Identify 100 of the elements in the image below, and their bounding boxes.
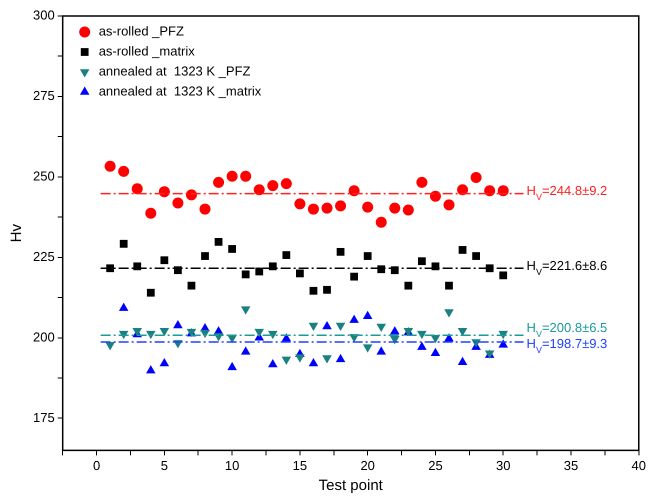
point xyxy=(296,270,304,278)
x-tick-label: 20 xyxy=(360,458,375,473)
point xyxy=(323,286,331,294)
point xyxy=(242,270,250,278)
point xyxy=(445,282,453,290)
point xyxy=(389,202,400,214)
point xyxy=(267,180,278,192)
x-tick-label: 0 xyxy=(92,458,100,473)
point xyxy=(376,346,386,355)
point xyxy=(376,216,387,228)
point xyxy=(120,240,128,248)
point xyxy=(335,200,346,212)
point xyxy=(350,272,358,281)
y-tick-label: 175 xyxy=(32,410,55,425)
point xyxy=(280,178,292,190)
point xyxy=(254,184,265,196)
x-axis-title: Test point xyxy=(318,477,384,494)
point xyxy=(402,204,414,216)
y-tick-label: 225 xyxy=(32,248,55,264)
point xyxy=(172,197,184,208)
point xyxy=(310,286,318,295)
point xyxy=(213,176,224,188)
point xyxy=(308,204,319,215)
legend-label: annealed at 1323 K _PFZ xyxy=(98,64,251,79)
point xyxy=(282,356,292,365)
point xyxy=(336,354,346,362)
x-tick-label: 15 xyxy=(292,458,308,473)
legend-label: annealed at 1323 K _matrix xyxy=(98,84,262,99)
point xyxy=(322,321,332,330)
point xyxy=(404,282,412,290)
point xyxy=(322,355,332,364)
x-tick-label: 40 xyxy=(632,458,646,473)
point xyxy=(214,238,222,246)
point xyxy=(472,252,480,260)
point xyxy=(160,358,170,366)
point xyxy=(444,199,455,210)
point xyxy=(349,314,359,323)
point xyxy=(430,190,441,202)
point xyxy=(160,256,168,264)
point xyxy=(362,202,374,213)
point xyxy=(336,248,344,256)
point xyxy=(417,330,427,340)
point xyxy=(254,328,264,338)
point xyxy=(104,160,116,172)
point xyxy=(418,257,426,266)
point xyxy=(362,344,372,353)
point xyxy=(484,185,496,196)
point xyxy=(132,183,143,194)
y-tick-label: 300 xyxy=(32,8,55,23)
point xyxy=(322,202,333,214)
point xyxy=(458,356,468,365)
point xyxy=(268,358,278,368)
point xyxy=(118,302,128,311)
point xyxy=(201,252,209,260)
point xyxy=(336,322,346,332)
x-tick-label: 35 xyxy=(564,458,578,473)
point xyxy=(364,252,372,260)
point xyxy=(160,328,170,336)
point xyxy=(145,208,156,219)
point xyxy=(362,310,372,319)
point xyxy=(444,309,454,318)
point xyxy=(458,328,468,336)
point xyxy=(390,326,400,334)
point xyxy=(294,198,306,210)
point xyxy=(226,170,238,182)
y-axis-title: Hv xyxy=(8,224,26,242)
x-tick-label: 30 xyxy=(496,458,510,473)
point xyxy=(499,271,508,280)
x-tick-label: 25 xyxy=(428,458,443,473)
point xyxy=(430,348,440,356)
y-tick-label: 250 xyxy=(32,168,55,184)
point xyxy=(376,324,386,332)
point xyxy=(255,268,264,276)
y-tick-label: 275 xyxy=(32,88,55,104)
point xyxy=(458,246,466,254)
point xyxy=(471,339,481,348)
point xyxy=(308,322,318,332)
point xyxy=(308,358,318,366)
legend-label: as-rolled _PFZ xyxy=(98,24,184,39)
point xyxy=(416,176,428,188)
point xyxy=(240,346,250,355)
point xyxy=(146,288,155,297)
x-tick-label: 5 xyxy=(160,458,168,473)
point xyxy=(240,170,252,182)
point xyxy=(146,365,156,374)
point xyxy=(457,184,468,196)
point xyxy=(227,362,237,370)
point xyxy=(118,166,130,177)
point xyxy=(295,354,305,363)
point xyxy=(105,342,115,350)
point xyxy=(240,306,250,315)
point xyxy=(282,251,290,259)
point xyxy=(188,282,196,290)
point xyxy=(470,172,482,184)
point xyxy=(173,320,183,328)
legend-label: as-rolled _matrix xyxy=(98,44,196,59)
point xyxy=(200,204,211,215)
x-tick-label: 10 xyxy=(224,458,240,473)
y-tick-label: 200 xyxy=(32,329,55,344)
point xyxy=(228,245,236,253)
